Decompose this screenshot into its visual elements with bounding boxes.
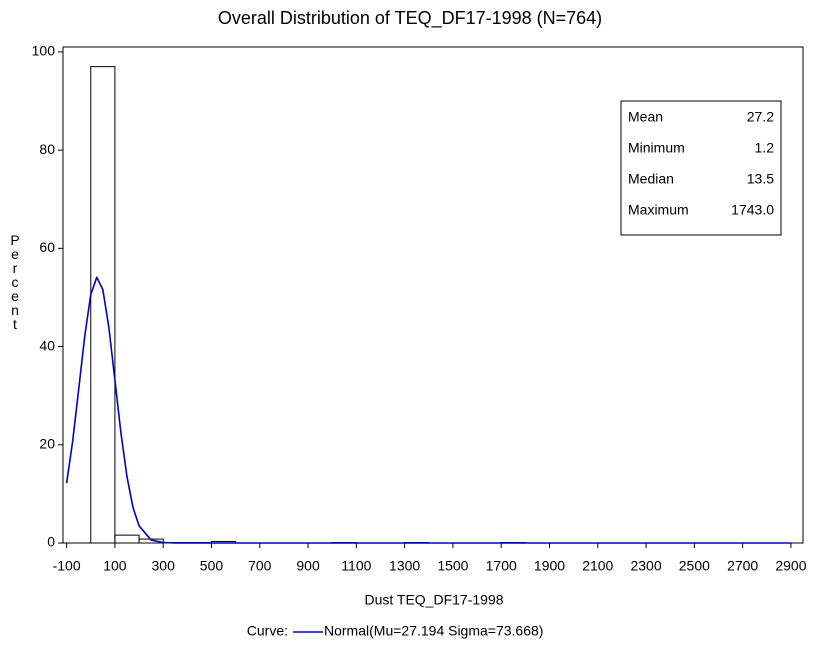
x-tick-label: 900 (296, 558, 320, 574)
x-tick-label: 1900 (534, 558, 565, 574)
x-tick-label: 2500 (679, 558, 710, 574)
stats-value: 1743.0 (731, 202, 774, 218)
stats-label: Mean (628, 109, 663, 125)
x-tick-label: 100 (103, 558, 127, 574)
y-tick-label: 20 (39, 435, 55, 451)
stats-value: 27.2 (747, 109, 774, 125)
x-tick-label: 700 (248, 558, 272, 574)
y-tick-label: 60 (39, 239, 55, 255)
histogram-bar (90, 66, 116, 544)
normal-curve (65, 276, 791, 544)
x-tick-label: 300 (152, 558, 176, 574)
y-tick-label: 100 (32, 43, 56, 59)
y-axis-label: Percent (7, 232, 23, 330)
x-tick-label: 2900 (775, 558, 806, 574)
y-tick-label: 0 (47, 534, 55, 550)
y-tick-label: 80 (39, 141, 55, 157)
legend-prefix: Curve: (247, 623, 288, 639)
x-tick-label: 1300 (389, 558, 420, 574)
x-tick-label: 500 (200, 558, 224, 574)
x-tick-label: 2700 (727, 558, 758, 574)
x-axis-label: Dust TEQ_DF17-1998 (364, 592, 503, 608)
x-tick-label: 1700 (486, 558, 517, 574)
stats-value: 1.2 (755, 140, 775, 156)
stats-label: Maximum (628, 202, 689, 218)
x-tick-label: 2100 (582, 558, 613, 574)
x-tick-label: 2300 (630, 558, 661, 574)
x-tick-label: -100 (53, 558, 81, 574)
stats-value: 13.5 (747, 171, 774, 187)
stats-box (620, 100, 782, 236)
stats-label: Median (628, 171, 674, 187)
x-tick-label: 1500 (437, 558, 468, 574)
stats-label: Minimum (628, 140, 685, 156)
x-tick-label: 1100 (341, 558, 371, 574)
legend-label: Normal(Mu=27.194 Sigma=73.668) (324, 623, 543, 639)
chart-title: Overall Distribution of TEQ_DF17-1998 (N… (218, 8, 602, 29)
histogram-bar (114, 534, 140, 544)
y-tick-label: 40 (39, 337, 55, 353)
